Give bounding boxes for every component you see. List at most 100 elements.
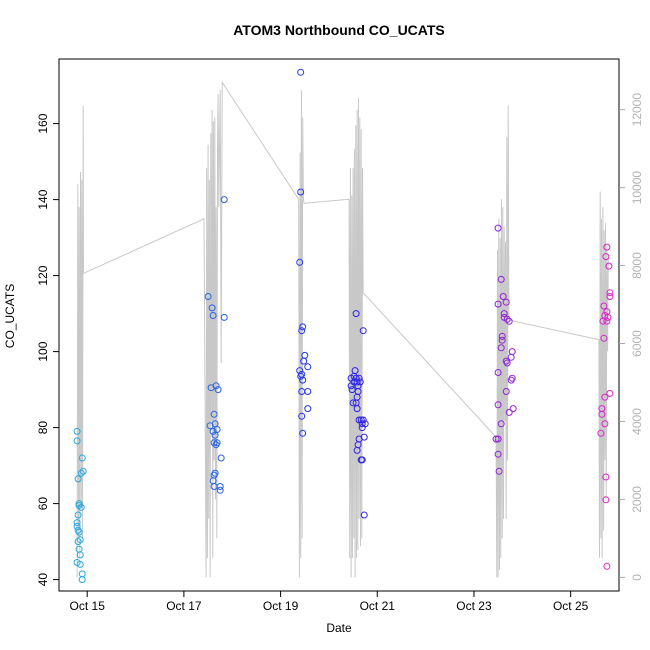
data-point bbox=[75, 528, 83, 536]
data-point bbox=[353, 378, 361, 386]
data-point bbox=[600, 302, 608, 310]
x-tick-label: Oct 23 bbox=[456, 599, 492, 613]
data-point bbox=[507, 376, 515, 384]
data-point bbox=[216, 486, 224, 494]
data-point bbox=[603, 243, 611, 251]
altitude-line-layer bbox=[76, 80, 609, 578]
data-point bbox=[304, 405, 312, 413]
y-tick-label: 100 bbox=[36, 341, 50, 361]
data-point bbox=[505, 317, 513, 325]
data-point bbox=[605, 262, 613, 270]
data-point bbox=[297, 68, 305, 76]
data-point bbox=[492, 435, 500, 443]
y2-tick-label: 12000 bbox=[630, 93, 644, 127]
data-point bbox=[497, 344, 505, 352]
data-point bbox=[606, 289, 614, 297]
x-tick-label: Oct 21 bbox=[360, 599, 396, 613]
data-point bbox=[502, 298, 510, 306]
data-point bbox=[204, 293, 212, 300]
data-point bbox=[494, 369, 502, 376]
data-point bbox=[79, 467, 87, 475]
data-point bbox=[299, 323, 307, 331]
data-point bbox=[360, 511, 368, 519]
data-point bbox=[348, 386, 356, 394]
data-point bbox=[216, 483, 224, 490]
data-point bbox=[602, 473, 610, 481]
data-point bbox=[78, 576, 86, 584]
data-points-layer bbox=[73, 68, 614, 584]
data-point bbox=[598, 405, 606, 413]
data-point bbox=[209, 427, 217, 435]
y-tick-label: 40 bbox=[36, 573, 50, 587]
data-point bbox=[604, 313, 612, 321]
data-point bbox=[500, 310, 508, 318]
data-point bbox=[599, 317, 607, 325]
chart-title: ATOM3 Northbound CO_UCATS bbox=[233, 22, 445, 38]
y-tick-label: 60 bbox=[36, 497, 50, 511]
altitude-line bbox=[76, 80, 609, 578]
data-point bbox=[296, 258, 304, 266]
data-point bbox=[603, 562, 611, 570]
data-point bbox=[353, 405, 361, 413]
data-point bbox=[602, 496, 610, 504]
data-point bbox=[220, 196, 228, 204]
y2-tick-label: 6000 bbox=[630, 330, 644, 357]
y-axis-right: 0 2000 4000 6000 8000 10000 12000 bbox=[619, 93, 644, 581]
data-point bbox=[77, 503, 85, 511]
data-point bbox=[601, 393, 609, 401]
data-point bbox=[75, 502, 83, 509]
data-point bbox=[494, 224, 502, 232]
plot-frame bbox=[58, 58, 620, 592]
data-point bbox=[494, 401, 502, 409]
data-point bbox=[601, 420, 609, 428]
x-tick-label: Oct 19 bbox=[263, 599, 299, 613]
data-point bbox=[505, 408, 513, 416]
y2-tick-label: 2000 bbox=[630, 486, 644, 513]
data-point bbox=[76, 551, 84, 559]
data-point bbox=[298, 412, 306, 420]
data-point bbox=[358, 424, 366, 432]
data-point bbox=[73, 519, 81, 527]
data-point bbox=[297, 188, 305, 196]
data-point bbox=[304, 363, 312, 371]
data-point bbox=[220, 313, 228, 321]
data-point bbox=[356, 378, 364, 386]
data-point bbox=[503, 315, 511, 323]
data-point bbox=[603, 317, 611, 325]
data-point bbox=[355, 374, 363, 382]
data-point bbox=[507, 353, 515, 361]
data-point bbox=[597, 429, 605, 437]
data-point bbox=[299, 429, 307, 437]
data-point bbox=[217, 454, 225, 462]
data-point bbox=[502, 388, 510, 395]
data-point bbox=[209, 312, 217, 319]
data-point bbox=[73, 427, 81, 435]
data-point bbox=[606, 389, 614, 397]
data-point bbox=[78, 454, 86, 462]
x-axis: Oct 15 Oct 17 Oct 19 Oct 21 Oct 23 Oct 25 bbox=[70, 591, 589, 613]
data-point bbox=[494, 450, 502, 458]
y-axis-left: 40 60 80 100 120 140 160 bbox=[36, 113, 59, 586]
y-tick-label: 160 bbox=[36, 113, 50, 133]
data-point bbox=[494, 300, 502, 308]
y2-tick-label: 10000 bbox=[630, 171, 644, 205]
x-axis-label: Date bbox=[326, 621, 352, 635]
data-point bbox=[214, 386, 222, 394]
y-tick-label: 140 bbox=[36, 189, 50, 209]
data-point bbox=[76, 536, 84, 544]
data-point bbox=[499, 293, 507, 300]
y-axis-label: CO_UCATS bbox=[3, 284, 17, 348]
data-point bbox=[503, 359, 511, 367]
data-point bbox=[298, 327, 306, 335]
data-point bbox=[359, 416, 367, 424]
data-point bbox=[349, 399, 357, 407]
data-point bbox=[497, 420, 505, 428]
data-point bbox=[498, 336, 506, 344]
data-point bbox=[206, 422, 214, 430]
x-tick-label: Oct 25 bbox=[553, 599, 589, 613]
data-point bbox=[210, 439, 218, 447]
data-point bbox=[304, 388, 312, 395]
data-point bbox=[76, 560, 84, 568]
